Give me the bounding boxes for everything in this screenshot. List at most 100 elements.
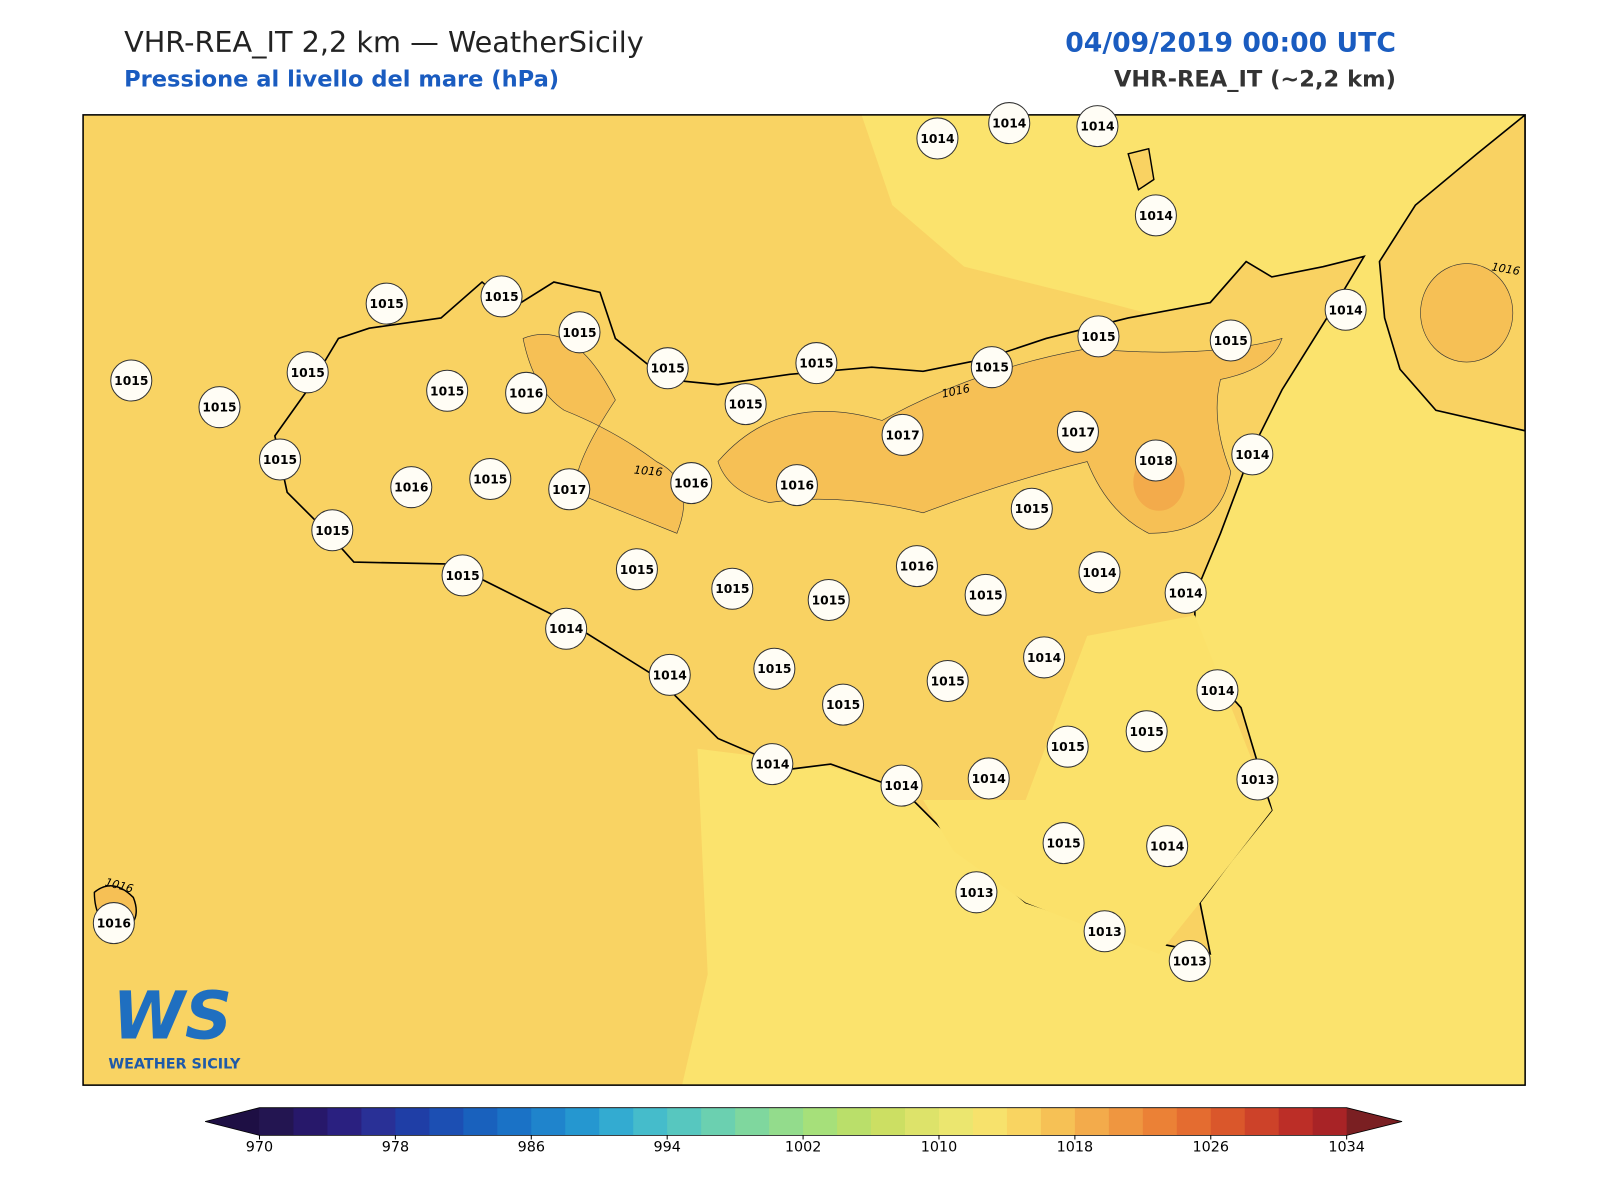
station-marker [1056, 410, 1099, 453]
colorbar-segment [395, 1107, 430, 1136]
colorbar-segment [497, 1107, 532, 1136]
station-marker [505, 371, 548, 414]
station-marker [1023, 636, 1066, 679]
station-marker [880, 764, 923, 807]
station-value: 1015 [757, 662, 791, 676]
colorbar-segment [293, 1107, 328, 1136]
station-value: 1015 [812, 594, 846, 608]
station-marker [1083, 910, 1126, 953]
colorbar-segment [701, 1107, 736, 1136]
station-marker [1046, 725, 1089, 768]
station-marker [1168, 940, 1211, 983]
station-marker [753, 647, 796, 690]
colorbar-segment [938, 1107, 974, 1136]
station-value: 1014 [920, 132, 954, 146]
station-marker [441, 554, 484, 597]
station-value: 1015 [484, 290, 518, 304]
colorbar-tick-label: 1002 [785, 1140, 822, 1156]
contour-label: 1016 [1490, 260, 1520, 278]
colorbar-segment [803, 1107, 838, 1136]
station-value: 1014 [1139, 209, 1173, 223]
station-marker [1146, 825, 1189, 868]
logo-mark: WS [112, 979, 232, 1055]
colorbar-tick-label: 970 [246, 1140, 273, 1156]
station-value: 1015 [291, 366, 325, 380]
colorbar-tick-label: 1026 [1193, 1140, 1230, 1156]
station-value: 1015 [202, 401, 236, 415]
station-marker [92, 902, 135, 945]
colorbar-tick-label: 986 [518, 1140, 545, 1156]
station-value: 1015 [114, 374, 148, 388]
colorbar-segment [599, 1107, 634, 1136]
station-marker [1010, 487, 1053, 530]
colorbar-tick-label: 1010 [921, 1140, 958, 1156]
colorbar-segment [327, 1107, 362, 1136]
colorbar-segment [463, 1107, 498, 1136]
station-marker [967, 757, 1010, 800]
station-marker [110, 359, 153, 402]
station-value: 1016 [394, 481, 428, 495]
station-value: 1015 [1130, 725, 1164, 739]
colorbar-segment [531, 1107, 566, 1136]
colorbar-segment [871, 1107, 906, 1136]
station-value: 1016 [509, 386, 543, 400]
station-value: 1014 [1235, 448, 1269, 462]
station-marker [365, 282, 408, 325]
colorbar-segment [1210, 1107, 1246, 1136]
colorbar-segment [565, 1107, 600, 1136]
station-value: 1015 [1046, 837, 1080, 851]
station-value: 1014 [1169, 586, 1203, 600]
station-marker [1076, 105, 1119, 148]
station-value: 1015 [620, 563, 654, 577]
station-value: 1016 [97, 917, 131, 931]
station-marker [1236, 758, 1279, 801]
station-marker [955, 871, 998, 914]
station-value: 1015 [263, 453, 297, 467]
map-frame [82, 114, 1526, 1086]
station-value: 1014 [1200, 684, 1234, 698]
colorbar-segment [1312, 1107, 1348, 1136]
station-marker [724, 383, 767, 426]
station-marker [895, 545, 938, 588]
contour-label: 1016 [940, 382, 971, 401]
station-marker [1077, 315, 1120, 358]
station-marker [311, 509, 354, 552]
colorbar-segment [1074, 1107, 1110, 1136]
colorbar-segment [972, 1107, 1008, 1136]
colorbar-segment [837, 1107, 872, 1136]
colorbar-over [1346, 1107, 1403, 1136]
station-value: 1015 [430, 384, 464, 398]
station-marker [881, 413, 924, 456]
island [1127, 147, 1155, 191]
colorbar-segment [1006, 1107, 1042, 1136]
colorbar-segment [1278, 1107, 1314, 1136]
station-value: 1014 [1080, 120, 1114, 134]
station-value: 1015 [975, 361, 1009, 375]
station-value: 1014 [1329, 303, 1363, 317]
station-value: 1013 [1173, 955, 1207, 969]
station-marker [711, 567, 754, 610]
colorbar-segment [633, 1107, 668, 1136]
contour-label: 1016 [633, 464, 663, 479]
station-marker [1134, 194, 1177, 237]
colorbar-tick-label: 1018 [1057, 1140, 1094, 1156]
colorbar-segment [1108, 1107, 1144, 1136]
station-value: 1015 [1214, 334, 1248, 348]
light-area-se [923, 615, 1272, 954]
station-value: 1015 [315, 524, 349, 538]
station-marker [970, 346, 1013, 389]
colorbar-segment [429, 1107, 464, 1136]
station-marker [1324, 288, 1367, 331]
station-value: 1015 [799, 357, 833, 371]
station-value: 1015 [1015, 502, 1049, 516]
colorbar-segment [667, 1107, 702, 1136]
station-value: 1014 [653, 668, 687, 682]
station-marker [426, 369, 469, 412]
colorbar-segment [769, 1107, 804, 1136]
station-marker [1125, 710, 1168, 753]
station-value: 1014 [972, 772, 1006, 786]
station-marker [775, 464, 818, 507]
station-value: 1017 [552, 483, 586, 497]
station-marker [1231, 433, 1274, 476]
